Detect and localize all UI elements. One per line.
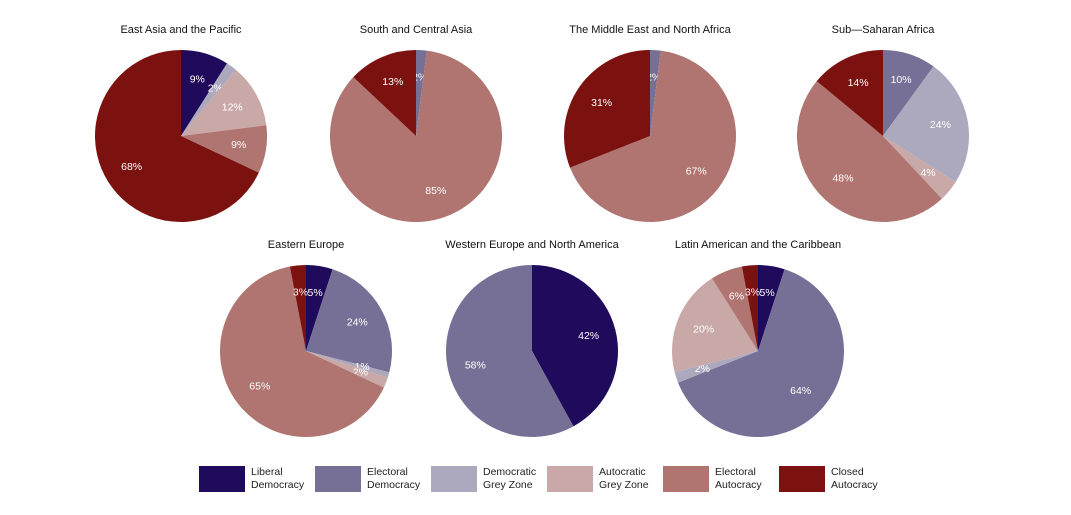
value-label: 67%: [686, 166, 707, 178]
pie-slice: Electoral Democracy: [445, 265, 574, 437]
legend-item: Liberal Democracy: [199, 466, 315, 492]
value-label: 5%: [760, 287, 775, 299]
pie: Liberal Democracy5%Electoral Democracy64…: [672, 265, 845, 437]
value-label: 20%: [693, 323, 714, 335]
pie-slice: Closed Autocracy: [741, 265, 758, 351]
pie: Liberal Democracy5%Electoral Democracy24…: [220, 265, 392, 437]
legend-label: Electoral Democracy: [367, 466, 421, 491]
pie-slice: Autocratic Grey Zone: [306, 351, 388, 388]
legend-item: Democratic Grey Zone: [431, 466, 547, 492]
value-label: 5%: [308, 287, 323, 299]
value-label: 13%: [382, 76, 403, 88]
chart-title: Sub—Saharan Africa: [832, 24, 936, 36]
legend-label: Closed Autocracy: [831, 466, 878, 491]
value-label: 4%: [920, 167, 935, 179]
legend-item: Electoral Democracy: [315, 466, 431, 492]
value-label: 3%: [293, 287, 308, 299]
legend-item: Autocratic Grey Zone: [547, 466, 663, 492]
legend-swatch: [779, 466, 825, 492]
value-label: 58%: [465, 359, 486, 371]
value-label: 6%: [729, 290, 744, 302]
chart: Liberal Democracy9%Democratic Grey Zone2…: [94, 24, 969, 437]
value-label: 31%: [591, 97, 612, 109]
legend-label: Democratic Grey Zone: [483, 466, 537, 491]
pie-slice: Democratic Grey Zone: [674, 351, 758, 383]
value-label: 12%: [222, 102, 243, 114]
value-label: 85%: [425, 185, 446, 197]
pie-slice: Democratic Grey Zone: [306, 351, 390, 378]
pie-slice: Closed Autocracy: [94, 50, 259, 222]
chart-title: South and Central Asia: [360, 24, 473, 36]
legend-swatch: [315, 466, 361, 492]
value-label: 24%: [347, 317, 368, 329]
pie-slice: Electoral Autocracy: [570, 50, 736, 223]
pie: Liberal Democracy42% Electoral Democracy5…: [445, 265, 618, 437]
legend-label: Liberal Democracy: [251, 466, 305, 491]
pie-slice: Electoral Autocracy: [711, 266, 758, 351]
value-label: 9%: [190, 74, 205, 86]
value-label: 24%: [930, 119, 951, 131]
pie-slice: Liberal Democracy: [181, 50, 228, 136]
pie-slice: Electoral Democracy: [678, 269, 845, 437]
pie-slice: Autocratic Grey Zone: [672, 278, 758, 373]
chart-title: The Middle East and North Africa: [569, 24, 731, 36]
value-label: 14%: [848, 77, 869, 89]
chart-title: Western Europe and North America: [445, 239, 619, 251]
pie-slice: Liberal Democracy: [306, 265, 333, 351]
value-label: 65%: [249, 381, 270, 393]
value-label: 42%: [578, 330, 599, 342]
pie-slice: Closed Autocracy: [353, 50, 416, 136]
legend-item: Electoral Autocracy: [663, 466, 779, 492]
pie-slice: Autocratic Grey Zone: [883, 136, 956, 199]
pie: Electoral Democracy2%Electoral Autocracy…: [564, 50, 736, 223]
value-label: 3%: [745, 287, 760, 299]
pie-slice: Democratic Grey Zone: [181, 63, 236, 136]
pie-slice: Liberal Democracy: [758, 265, 785, 351]
pie-slice: Electoral Democracy: [883, 49, 934, 136]
pie-slice: Electoral Autocracy: [330, 50, 503, 223]
pie-slice: Electoral Autocracy: [181, 125, 267, 173]
pie: Electoral Democracy2%Electoral Autocracy…: [330, 50, 503, 223]
pie-slice: Closed Autocracy: [816, 50, 883, 136]
legend-label: Electoral Autocracy: [715, 466, 762, 491]
legend-swatch: [199, 466, 245, 492]
pie-slice: Electoral Autocracy: [796, 81, 942, 223]
legend-swatch: [547, 466, 593, 492]
pie-slice: Electoral Democracy: [306, 269, 392, 373]
value-label: 9%: [231, 139, 246, 151]
pie-slice: Closed Autocracy: [289, 265, 306, 351]
pie-slice: Electoral Autocracy: [220, 266, 384, 437]
pie-slice: Electoral Democracy: [416, 50, 427, 136]
pie-slice: Liberal Democracy: [532, 265, 618, 427]
chart-title: Latin American and the Caribbean: [675, 239, 841, 251]
pie: Electoral Democracy10%Democratic Grey Zo…: [796, 49, 969, 223]
chart-title: East Asia and the Pacific: [120, 24, 242, 36]
pie-slice: Autocratic Grey Zone: [181, 69, 267, 136]
legend-swatch: [431, 466, 477, 492]
value-label: 64%: [790, 385, 811, 397]
legend: Liberal Democracy Electoral Democracy Demo…: [199, 466, 895, 492]
value-label: 10%: [891, 74, 912, 86]
pie: Liberal Democracy9%Democratic Grey Zone2…: [94, 50, 267, 222]
pie-slice: Democratic Grey Zone: [883, 66, 969, 183]
value-label: 48%: [832, 172, 853, 184]
legend-label: Autocratic Grey Zone: [599, 466, 649, 491]
chart-title: Eastern Europe: [268, 239, 344, 251]
pie-slice: Closed Autocracy: [564, 50, 650, 168]
legend-swatch: [663, 466, 709, 492]
pie-slice: Electoral Democracy: [650, 50, 661, 136]
value-label: 68%: [121, 161, 142, 173]
legend-item: Closed Autocracy: [779, 466, 895, 492]
